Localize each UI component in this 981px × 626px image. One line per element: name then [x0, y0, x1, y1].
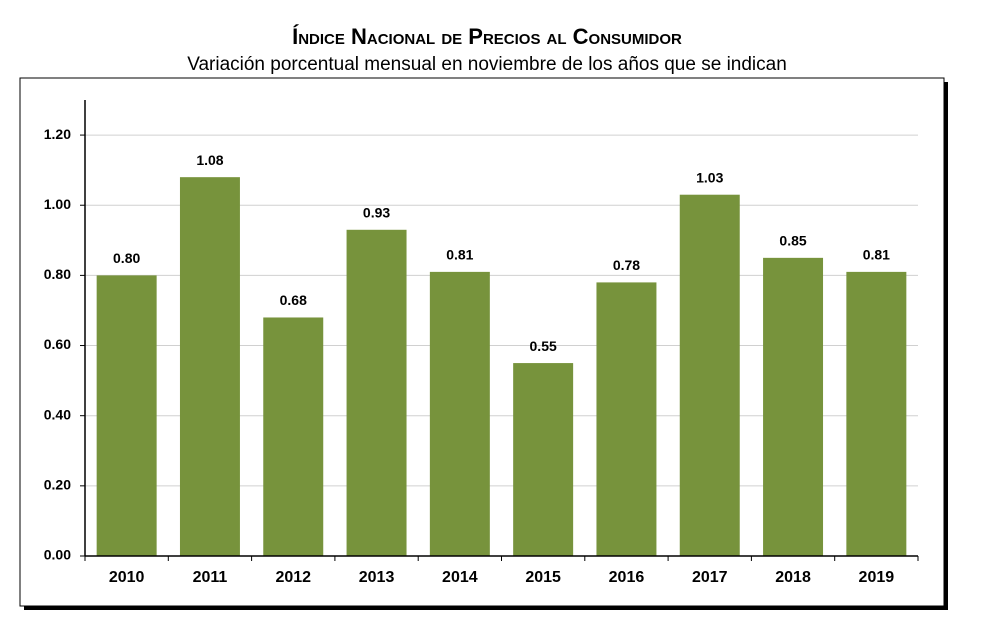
- data-label: 0.93: [363, 204, 390, 220]
- data-label: 0.55: [530, 338, 557, 354]
- x-tick-label: 2011: [193, 569, 228, 586]
- data-label: 0.81: [863, 247, 890, 263]
- data-label: 0.81: [446, 247, 473, 263]
- data-label: 0.80: [113, 250, 140, 266]
- x-tick-label: 2013: [359, 569, 395, 586]
- bar: [596, 282, 657, 556]
- y-tick-label: 0.00: [44, 547, 71, 563]
- x-tick-label: 2010: [109, 569, 145, 586]
- bar: [846, 271, 907, 556]
- x-tick-label: 2016: [609, 569, 645, 586]
- y-tick-label: 1.20: [44, 126, 71, 142]
- data-label: 0.78: [613, 257, 640, 273]
- bar: [513, 363, 574, 556]
- x-tick-label: 2018: [775, 569, 811, 586]
- data-label: 1.03: [696, 169, 723, 185]
- data-label: 0.68: [280, 292, 307, 308]
- y-tick-label: 1.00: [44, 196, 71, 212]
- bar: [346, 229, 407, 557]
- y-tick-label: 0.60: [44, 336, 71, 352]
- chart-subtitle: Variación porcentual mensual en noviembr…: [187, 54, 787, 75]
- data-label: 0.85: [779, 233, 806, 249]
- y-tick-label: 0.80: [44, 266, 71, 282]
- data-label: 1.08: [196, 152, 223, 168]
- chart-title: Índice Nacional de Precios al Consumidor: [292, 24, 682, 49]
- x-tick-label: 2019: [859, 569, 895, 586]
- y-tick-label: 0.40: [44, 406, 71, 422]
- x-tick-label: 2014: [442, 569, 478, 586]
- bar: [679, 194, 740, 556]
- bar: [96, 275, 157, 556]
- y-tick-label: 0.20: [44, 477, 71, 493]
- bar: [179, 177, 240, 556]
- bar: [263, 317, 324, 556]
- bar: [429, 271, 490, 556]
- x-tick-label: 2012: [275, 569, 311, 586]
- x-tick-label: 2017: [692, 569, 728, 586]
- bar: [763, 257, 824, 556]
- x-tick-label: 2015: [525, 569, 561, 586]
